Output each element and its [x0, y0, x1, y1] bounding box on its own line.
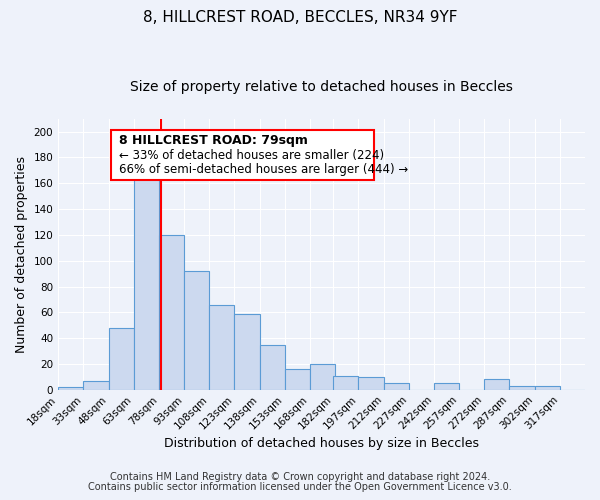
Text: ← 33% of detached houses are smaller (224): ← 33% of detached houses are smaller (22…	[119, 148, 384, 162]
Text: 8 HILLCREST ROAD: 79sqm: 8 HILLCREST ROAD: 79sqm	[119, 134, 308, 146]
Bar	[383, 384, 409, 390]
Bar	[310, 364, 335, 390]
FancyBboxPatch shape	[111, 130, 374, 180]
Bar	[509, 386, 535, 390]
Bar	[535, 386, 560, 390]
Text: Contains HM Land Registry data © Crown copyright and database right 2024.: Contains HM Land Registry data © Crown c…	[110, 472, 490, 482]
Bar	[434, 384, 459, 390]
Text: Contains public sector information licensed under the Open Government Licence v3: Contains public sector information licen…	[88, 482, 512, 492]
X-axis label: Distribution of detached houses by size in Beccles: Distribution of detached houses by size …	[164, 437, 479, 450]
Bar	[260, 344, 284, 390]
Title: Size of property relative to detached houses in Beccles: Size of property relative to detached ho…	[130, 80, 513, 94]
Text: 66% of semi-detached houses are larger (444) →: 66% of semi-detached houses are larger (…	[119, 164, 408, 176]
Bar	[334, 376, 358, 390]
Bar	[134, 174, 159, 390]
Bar	[209, 304, 235, 390]
Bar	[235, 314, 260, 390]
Bar	[58, 387, 83, 390]
Text: 8, HILLCREST ROAD, BECCLES, NR34 9YF: 8, HILLCREST ROAD, BECCLES, NR34 9YF	[143, 10, 457, 25]
Bar	[484, 380, 509, 390]
Bar	[284, 369, 310, 390]
Bar	[159, 235, 184, 390]
Bar	[358, 377, 383, 390]
Y-axis label: Number of detached properties: Number of detached properties	[15, 156, 28, 353]
Bar	[83, 380, 109, 390]
Bar	[184, 271, 209, 390]
Bar	[109, 328, 134, 390]
